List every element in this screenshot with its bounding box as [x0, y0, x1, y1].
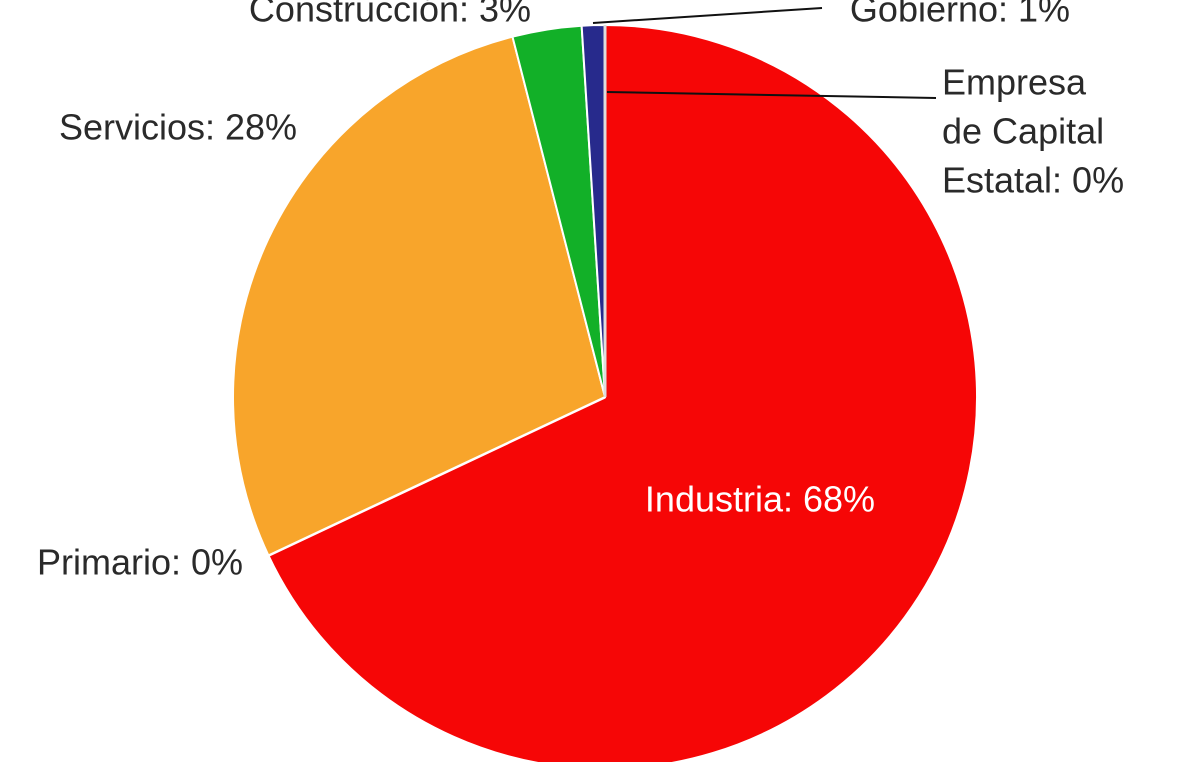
slice-label: Industria: 68% — [645, 479, 875, 520]
slice-label: Estatal: 0% — [942, 160, 1124, 201]
slice-label: Empresa — [942, 62, 1087, 103]
slice-label: de Capital — [942, 111, 1104, 152]
pie-slice — [232, 35, 607, 557]
leader-line — [592, 7, 823, 24]
slice-label: Servicios: 28% — [59, 107, 297, 148]
slice-label: Primario: 0% — [37, 542, 243, 583]
slice-label: Construcción: 3% — [249, 0, 531, 30]
leader-line — [606, 91, 937, 99]
pie-slice — [267, 23, 978, 762]
slice-label: Gobierno: 1% — [850, 0, 1070, 30]
